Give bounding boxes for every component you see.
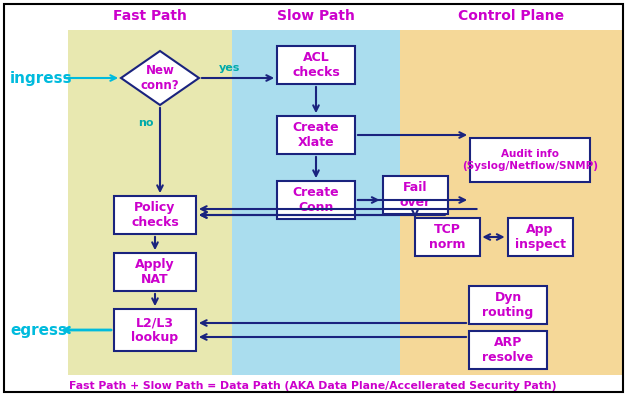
Text: Policy
checks: Policy checks	[131, 201, 179, 229]
Text: Create
Xlate: Create Xlate	[293, 121, 339, 149]
Polygon shape	[121, 51, 199, 105]
Bar	[277, 46, 355, 84]
Bar	[277, 181, 355, 219]
Bar	[469, 331, 547, 369]
Text: ACL
checks: ACL checks	[292, 51, 340, 79]
Text: New
conn?: New conn?	[140, 64, 179, 92]
Bar	[232, 30, 400, 375]
Bar	[470, 138, 590, 182]
Bar	[114, 309, 196, 351]
Text: Dyn
routing: Dyn routing	[482, 291, 534, 319]
Text: ARP
resolve: ARP resolve	[482, 336, 534, 364]
Text: ingress: ingress	[10, 70, 73, 86]
Bar	[114, 196, 196, 234]
Text: App
inspect: App inspect	[515, 223, 566, 251]
Bar	[382, 176, 448, 214]
Bar	[277, 116, 355, 154]
Bar	[114, 253, 196, 291]
Text: egress: egress	[10, 322, 67, 337]
Text: no: no	[138, 118, 154, 128]
Bar	[469, 286, 547, 324]
Text: L2/L3
lookup: L2/L3 lookup	[132, 316, 179, 344]
Text: yes: yes	[219, 63, 241, 73]
Bar	[68, 30, 232, 375]
Text: Fail
over: Fail over	[399, 181, 431, 209]
Text: Slow Path: Slow Path	[277, 9, 355, 23]
Bar	[414, 218, 480, 256]
Text: Fast Path: Fast Path	[113, 9, 187, 23]
Text: TCP
norm: TCP norm	[429, 223, 465, 251]
Text: Create
Conn: Create Conn	[293, 186, 339, 214]
Bar	[400, 30, 622, 375]
Bar	[507, 218, 572, 256]
Text: Fast Path + Slow Path = Data Path (AKA Data Plane/Accellerated Security Path): Fast Path + Slow Path = Data Path (AKA D…	[69, 381, 557, 391]
Text: Audit info
(Syslog/Netflow/SNMP): Audit info (Syslog/Netflow/SNMP)	[462, 149, 598, 171]
Text: Apply
NAT: Apply NAT	[135, 258, 175, 286]
Text: Control Plane: Control Plane	[458, 9, 564, 23]
